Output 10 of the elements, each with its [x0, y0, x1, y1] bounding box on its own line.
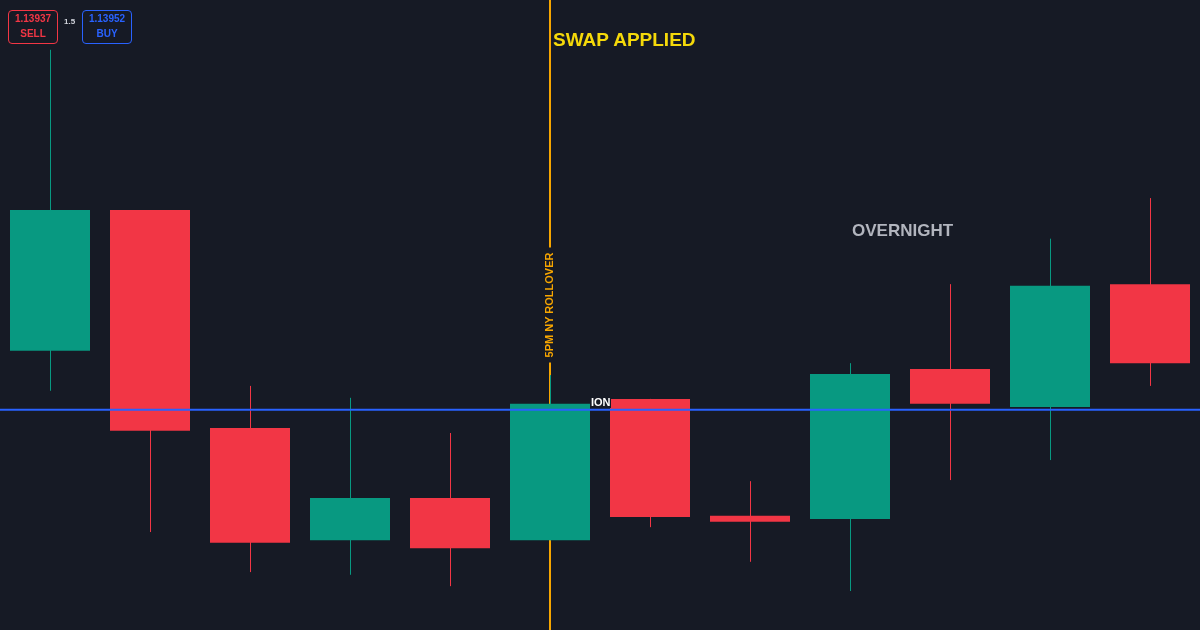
annotation: 5PM NY ROLLOVER	[543, 252, 556, 358]
text: 1.5	[64, 17, 76, 26]
text: SELL	[19, 27, 47, 41]
candlestick	[710, 480, 790, 563]
annotation: ION	[591, 396, 611, 408]
text: 1.13952	[87, 12, 127, 26]
text: 1.13937	[13, 12, 53, 26]
annotation: SWAP APPLIED	[553, 29, 696, 51]
annotation: OVERNIGHT	[852, 221, 954, 241]
text: BUY	[95, 27, 119, 41]
